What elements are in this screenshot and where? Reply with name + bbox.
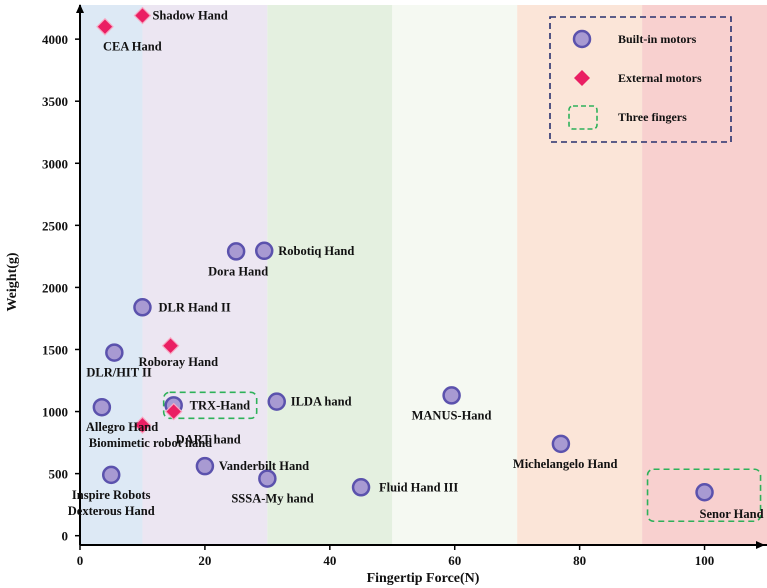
y-tick-label: 500 xyxy=(49,467,69,482)
three-fingers-box-trx-hand xyxy=(162,391,258,420)
label-robotiq-hand: Robotiq Hand xyxy=(278,244,354,258)
axes: 0 20 40 60 80 1000500100015002000250030003500… xyxy=(42,4,767,568)
label-allegro-hand: Allegro Hand xyxy=(86,420,158,434)
legend-dashed-box-icon xyxy=(568,105,598,130)
background-bands xyxy=(80,5,767,545)
y-tick-label: 2500 xyxy=(42,218,68,233)
legend-frame xyxy=(549,16,732,143)
label-trx-hand: TRX-Hand xyxy=(190,398,250,412)
x-axis-title: Fingertip Force(N) xyxy=(367,571,480,586)
point-robotiq-hand xyxy=(254,241,274,261)
y-tick-label: 0 xyxy=(62,529,69,544)
three-finger-boxes xyxy=(162,391,762,523)
x-tick-label: 80 xyxy=(573,553,586,568)
label-dlr-hit-ii: DLR/HIT II xyxy=(86,366,152,380)
point-dlr-hit-ii xyxy=(105,343,124,362)
band-3 xyxy=(392,5,518,545)
x-tick-label: 40 xyxy=(323,553,336,568)
y-tick-label: 3500 xyxy=(42,94,68,109)
band-0 xyxy=(80,5,143,545)
legend-label-external-motors: External motors xyxy=(618,71,702,85)
label-senor-hand: Senor Hand xyxy=(700,507,764,521)
label-shadow-hand: Shadow Hand xyxy=(152,9,227,23)
label-inspire-robots-dexterous-hand: Dexterous Hand xyxy=(68,504,155,518)
point-shadow-hand xyxy=(133,6,152,25)
label-roboray-hand: Roboray Hand xyxy=(139,355,219,369)
label-fluid-hand-iii: Fluid Hand III xyxy=(379,480,458,494)
point-ilda-hand xyxy=(267,392,286,411)
point-allegro-hand xyxy=(92,397,112,417)
point-michelangelo-hand xyxy=(551,434,571,454)
band-1 xyxy=(142,5,268,545)
y-axis-arrow-icon xyxy=(76,4,84,13)
y-tick-label: 2000 xyxy=(42,280,68,295)
point-roboray-hand xyxy=(161,336,180,355)
x-tick-label: 60 xyxy=(448,553,461,568)
point-fluid-hand-iii xyxy=(351,478,371,497)
label-vanderbilt-hand: Vanderbilt Hand xyxy=(219,459,309,473)
point-dora-hand xyxy=(226,242,246,261)
legend-diamond-icon xyxy=(574,70,590,86)
x-tick-label: 100 xyxy=(695,553,715,568)
label-ilda-hand: ILDA hand xyxy=(291,395,352,409)
y-tick-label: 3000 xyxy=(42,156,68,171)
x-axis-arrow-icon xyxy=(756,541,765,549)
point-biomimetic-robot-hand xyxy=(133,416,152,435)
y-tick-label: 1000 xyxy=(42,405,68,420)
point-manus-hand xyxy=(442,386,461,405)
label-dora-hand: Dora Hand xyxy=(208,264,268,278)
point-cea-hand xyxy=(96,17,114,36)
legend: Built-in motors External motors Three fing… xyxy=(549,16,732,143)
band-5 xyxy=(642,5,767,545)
point-dart-hand xyxy=(164,402,183,421)
three-fingers-box-senor-hand xyxy=(646,468,762,523)
y-tick-label: 1500 xyxy=(42,342,68,357)
label-dlr-hand-ii: DLR Hand II xyxy=(158,300,230,314)
label-dart-hand: DART hand xyxy=(176,433,241,447)
label-cea-hand: CEA Hand xyxy=(103,40,162,54)
y-tick-label: 4000 xyxy=(42,32,68,47)
point-labels: Dora Hand Robotiq Hand DLR Hand II DLR/HIT … xyxy=(68,9,764,522)
band-2 xyxy=(267,5,393,545)
point-senor-hand xyxy=(695,482,714,502)
legend-circle-icon xyxy=(572,29,592,49)
legend-label-built-in-motors: Built-in motors xyxy=(618,32,697,46)
legend-label-three-fingers: Three fingers xyxy=(618,110,687,124)
label-manus-hand: MANUS-Hand xyxy=(412,408,492,422)
label-biomimetic-robot-hand: Biomimetic robot hand xyxy=(89,436,212,450)
label-sssa-my-hand: SSSA-My hand xyxy=(231,492,313,506)
data-points xyxy=(92,6,714,502)
point-dlr-hand-ii xyxy=(133,298,152,317)
point-sssa-my-hand xyxy=(258,469,277,488)
band-4 xyxy=(517,5,643,545)
point-inspire-robots-dexterous-hand xyxy=(101,465,121,485)
point-vanderbilt-hand xyxy=(195,456,215,476)
label-inspire-robots-dexterous-hand: Inspire Robots xyxy=(72,488,151,502)
label-michelangelo-hand: Michelangelo Hand xyxy=(513,457,618,471)
x-tick-label: 0 xyxy=(77,553,84,568)
y-axis-title: Weight(g) xyxy=(5,252,20,311)
x-tick-label: 20 xyxy=(198,553,211,568)
